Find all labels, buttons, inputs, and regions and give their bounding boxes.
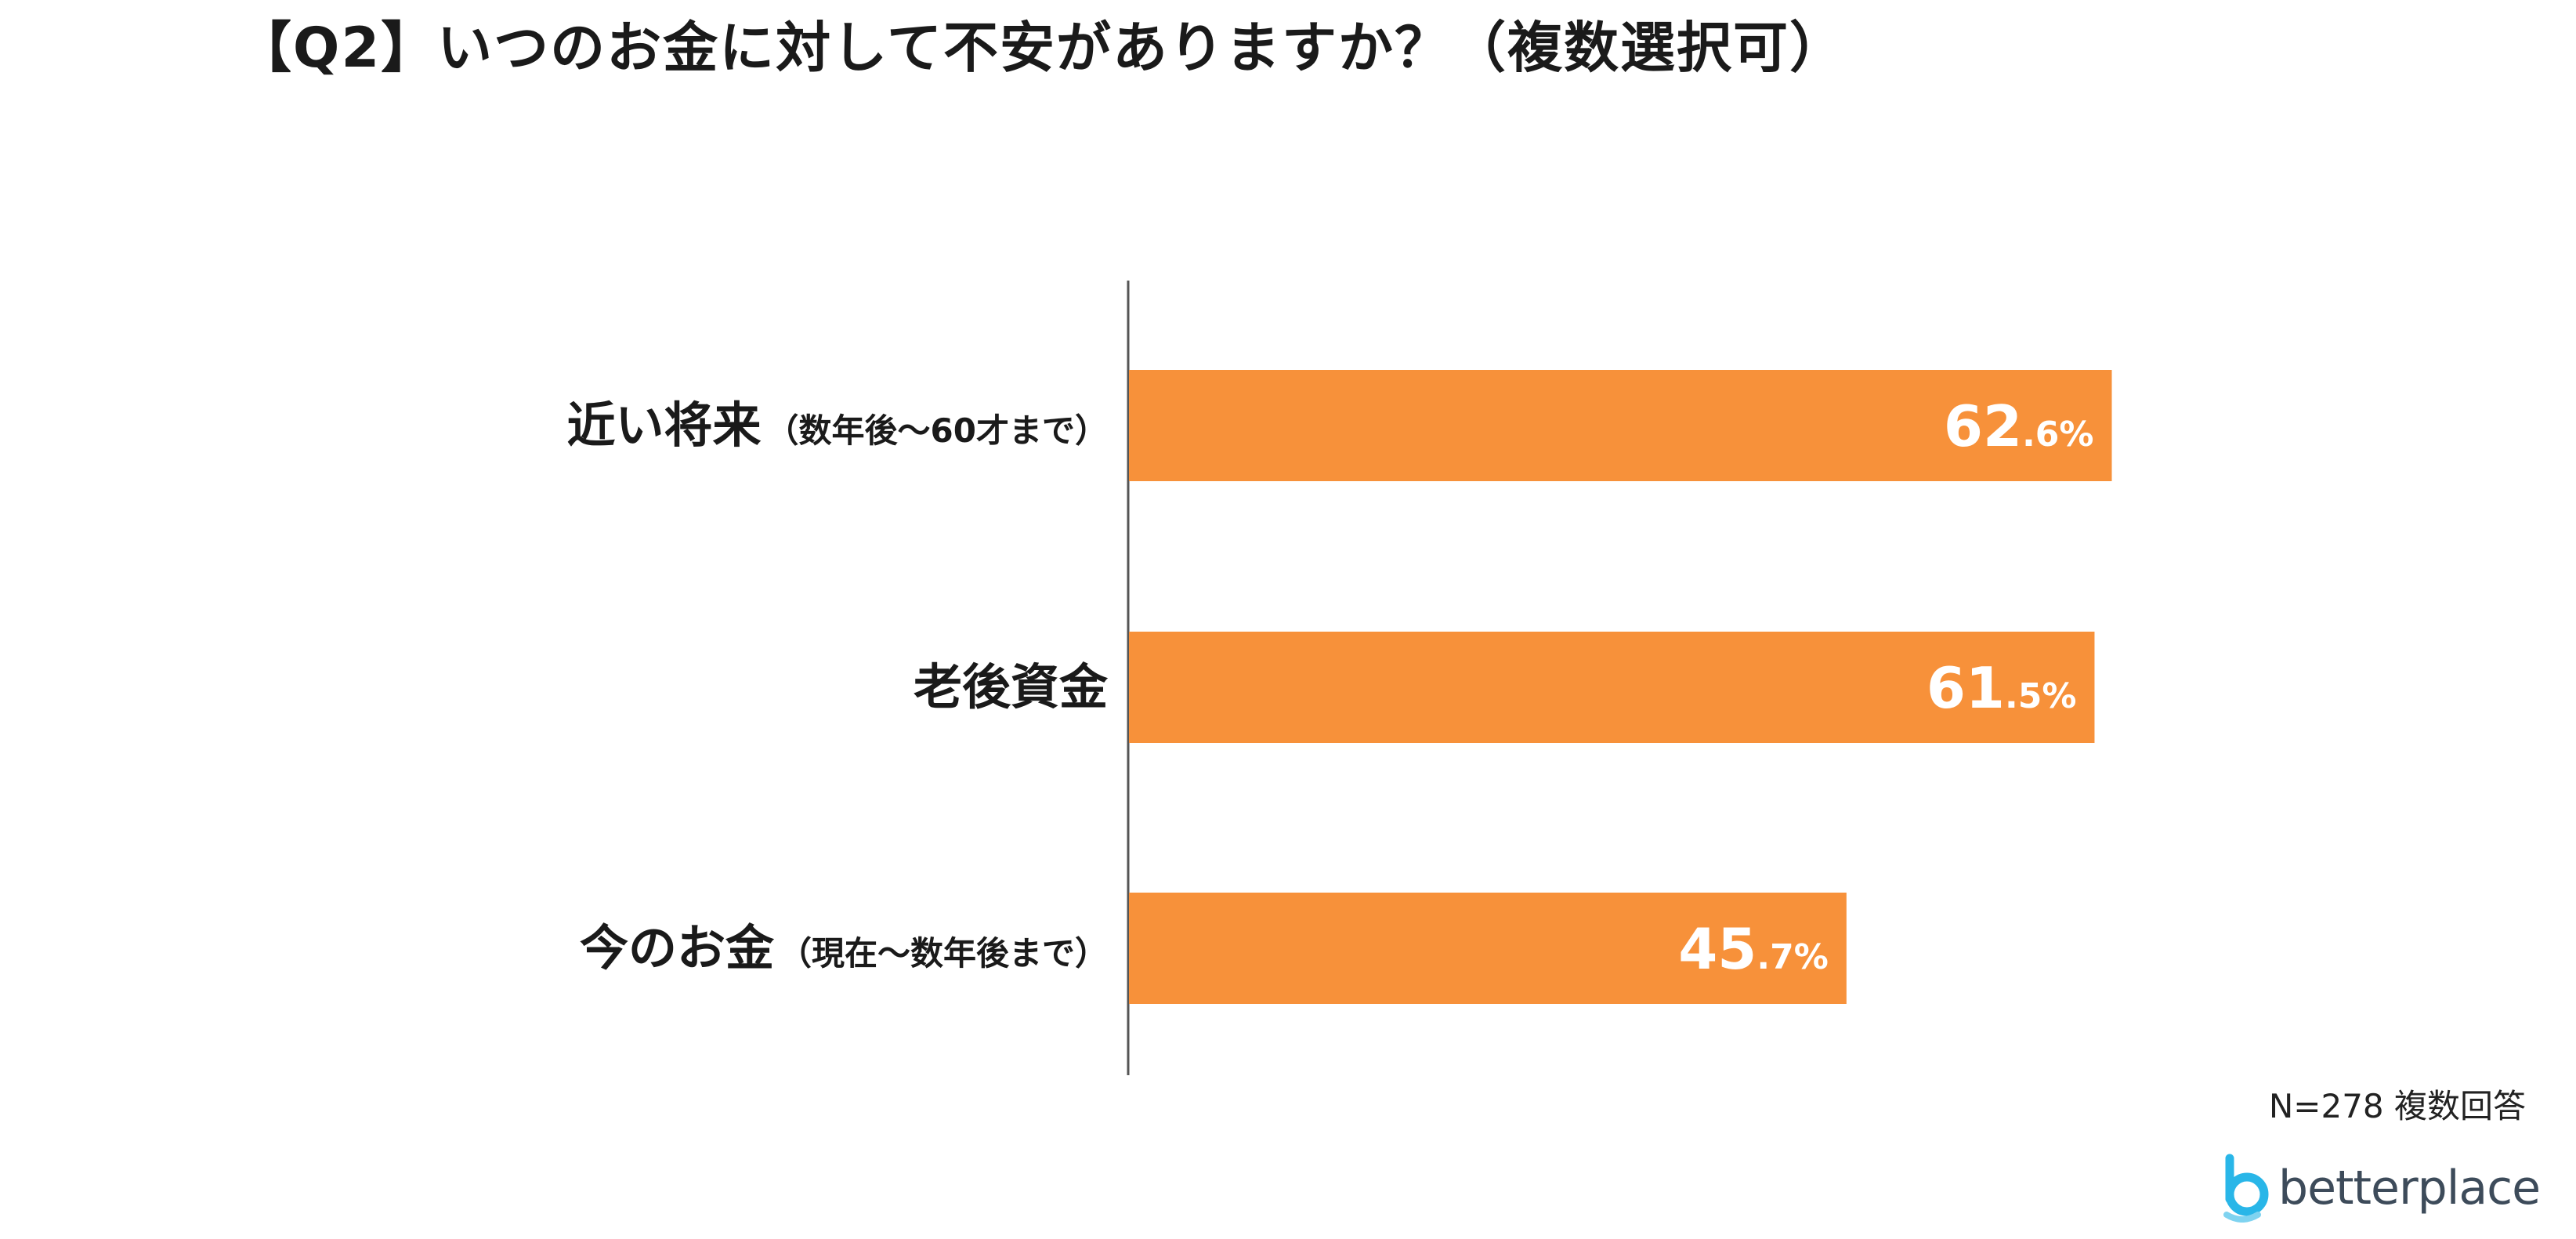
bar-2 <box>1129 632 2095 743</box>
brand-logo: betterplace <box>2219 1149 2541 1227</box>
bar-value-label-1: 62.6% <box>1944 393 2094 459</box>
bar-1 <box>1129 370 2112 481</box>
bar-value-label-2: 61.5% <box>1927 655 2077 721</box>
betterplace-logo-icon <box>2223 1154 2269 1223</box>
chart-title: 【Q2】いつのお金に対して不安がありますか？（複数選択可） <box>236 16 1847 80</box>
category-sub-label: （現在～数年後まで） <box>778 934 1108 973</box>
bar-3 <box>1129 893 1847 1004</box>
category-label-2: 老後資金 <box>914 656 1108 719</box>
logo-text: betterplace <box>2278 1161 2541 1215</box>
category-main-label: 近い将来 <box>566 397 762 454</box>
sample-size-note: N=278 複数回答 <box>2268 1087 2526 1125</box>
category-main-label: 老後資金 <box>913 658 1108 716</box>
category-sub-label: （数年後～60才まで） <box>765 411 1108 450</box>
category-main-label: 今のお金 <box>579 919 774 976</box>
category-label-3: 今のお金 （現在～数年後まで） <box>580 917 1108 980</box>
category-label-1: 近い将来 （数年後～60才まで） <box>567 394 1108 457</box>
bar-value-label-3: 45.7% <box>1678 916 1829 982</box>
